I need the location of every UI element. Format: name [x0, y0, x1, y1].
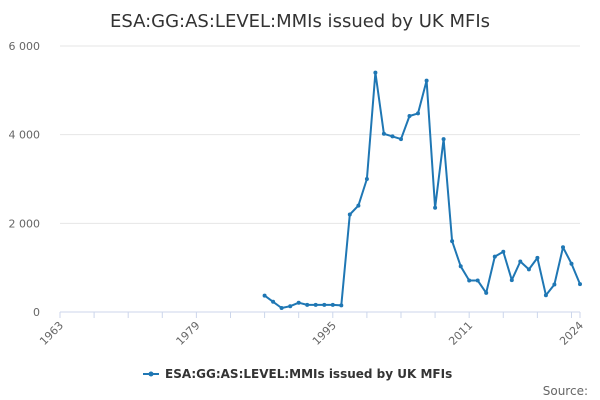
data-point[interactable]	[475, 278, 480, 283]
data-point[interactable]	[339, 303, 344, 308]
data-point[interactable]	[509, 278, 514, 283]
data-point[interactable]	[458, 264, 463, 269]
data-point[interactable]	[373, 70, 378, 75]
x-tick-label: 1963	[37, 319, 66, 348]
data-point[interactable]	[552, 282, 557, 287]
y-axis: 0 2 000 4 000 6 000	[9, 40, 41, 319]
data-point[interactable]	[288, 304, 293, 309]
data-point[interactable]	[561, 245, 565, 250]
data-point[interactable]	[296, 300, 301, 305]
data-point[interactable]	[433, 205, 438, 210]
data-point[interactable]	[543, 293, 548, 298]
data-point[interactable]	[441, 137, 446, 142]
data-point[interactable]	[279, 306, 284, 310]
data-point[interactable]	[262, 293, 267, 298]
x-tick-label: 1979	[174, 319, 203, 348]
data-point[interactable]	[322, 302, 327, 307]
y-tick-label: 2 000	[9, 217, 41, 230]
x-tick-label: 2024	[557, 319, 586, 348]
y-tick-label: 6 000	[9, 40, 41, 53]
data-point[interactable]	[271, 299, 276, 304]
data-point[interactable]	[492, 254, 497, 259]
series-line[interactable]	[263, 71, 581, 309]
data-point[interactable]	[356, 203, 361, 208]
data-point[interactable]	[424, 78, 429, 83]
data-point[interactable]	[330, 302, 335, 307]
y-tick-label: 0	[33, 306, 40, 319]
x-tick-label: 2011	[446, 319, 475, 348]
data-point[interactable]	[313, 302, 318, 307]
source-credit[interactable]: Source:	[543, 384, 588, 398]
data-point[interactable]	[347, 212, 352, 217]
data-point[interactable]	[390, 134, 395, 139]
series-layer	[262, 70, 582, 310]
data-point[interactable]	[416, 111, 420, 116]
grid	[60, 45, 580, 224]
data-point[interactable]	[407, 114, 412, 118]
data-point[interactable]	[305, 302, 310, 307]
data-point[interactable]	[364, 177, 369, 181]
legend-item[interactable]: ESA:GG:AS:LEVEL:MMIs issued by UK MFIs	[143, 367, 452, 381]
y-tick-label: 4 000	[9, 129, 41, 142]
data-point[interactable]	[518, 259, 523, 264]
data-point[interactable]	[381, 131, 386, 136]
data-point[interactable]	[569, 261, 574, 266]
data-point[interactable]	[535, 255, 540, 260]
data-point[interactable]	[467, 278, 472, 283]
data-point[interactable]	[399, 137, 403, 142]
data-point[interactable]	[526, 267, 531, 272]
data-point[interactable]	[484, 290, 489, 295]
legend-label: ESA:GG:AS:LEVEL:MMIs issued by UK MFIs	[165, 367, 452, 381]
legend-symbol-marker	[148, 371, 154, 377]
data-point[interactable]	[501, 249, 506, 254]
data-point[interactable]	[578, 282, 582, 287]
x-tick-label: 1995	[310, 319, 339, 348]
data-point[interactable]	[450, 239, 455, 244]
x-axis: 1963 1979 1995 2011 2024	[37, 311, 586, 348]
chart-title: ESA:GG:AS:LEVEL:MMIs issued by UK MFIs	[110, 11, 490, 32]
